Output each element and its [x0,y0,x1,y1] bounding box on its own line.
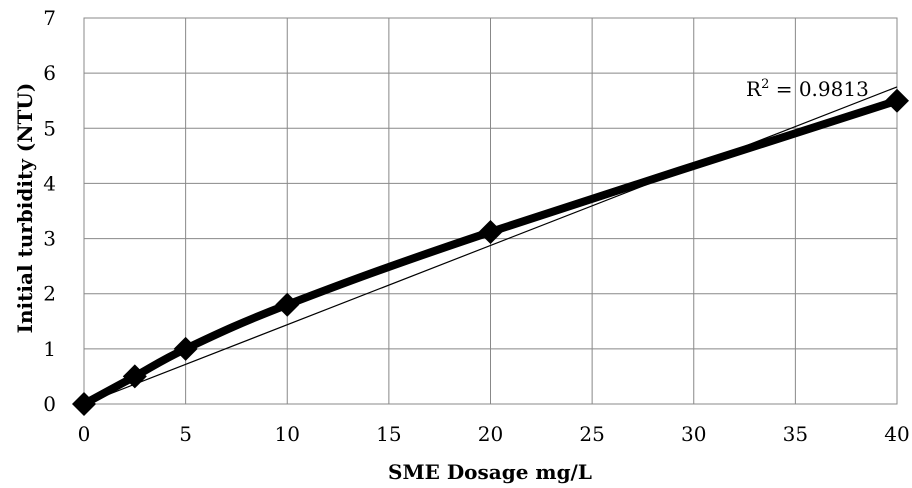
r-squared-exponent: 2 [761,77,769,92]
r-squared-symbol: R [746,77,762,101]
x-tick-label: 35 [783,422,808,446]
data-point-marker [72,392,96,416]
y-axis-title: Initial turbidity (NTU) [13,83,37,334]
plot-border [83,17,898,405]
data-point-marker [173,336,198,361]
data-point-marker [885,88,909,113]
y-tick-label: 7 [43,6,56,30]
x-tick-label: 10 [275,422,300,446]
x-tick-label: 15 [376,422,401,446]
y-tick-label: 1 [43,337,56,361]
x-tick-label: 0 [78,422,91,446]
trendline-layer [83,86,898,405]
data-point-marker [275,292,300,317]
y-tick-label: 2 [43,282,56,306]
tick-labels: 0 5 10 15 20 25 30 35 40 0 1 2 3 4 5 6 7 [43,6,909,446]
trendline [83,86,898,405]
data-point-marker [478,219,503,244]
y-tick-label: 3 [43,227,56,251]
x-tick-label: 20 [478,422,503,446]
y-tick-label: 0 [43,392,56,416]
series-layer [72,88,909,416]
y-tick-label: 4 [43,171,56,195]
y-tick-label: 6 [43,61,56,85]
grid [83,17,898,405]
x-axis-title: SME Dosage mg/L [388,460,592,484]
r-squared-value: = 0.9813 [769,77,868,101]
x-tick-label: 5 [179,422,192,446]
data-point-marker [122,364,147,389]
r-squared-annotation: R2 = 0.9813 [746,77,869,101]
y-tick-label: 5 [43,116,56,140]
x-tick-label: 25 [579,422,604,446]
x-tick-label: 40 [884,422,909,446]
x-tick-label: 30 [681,422,706,446]
